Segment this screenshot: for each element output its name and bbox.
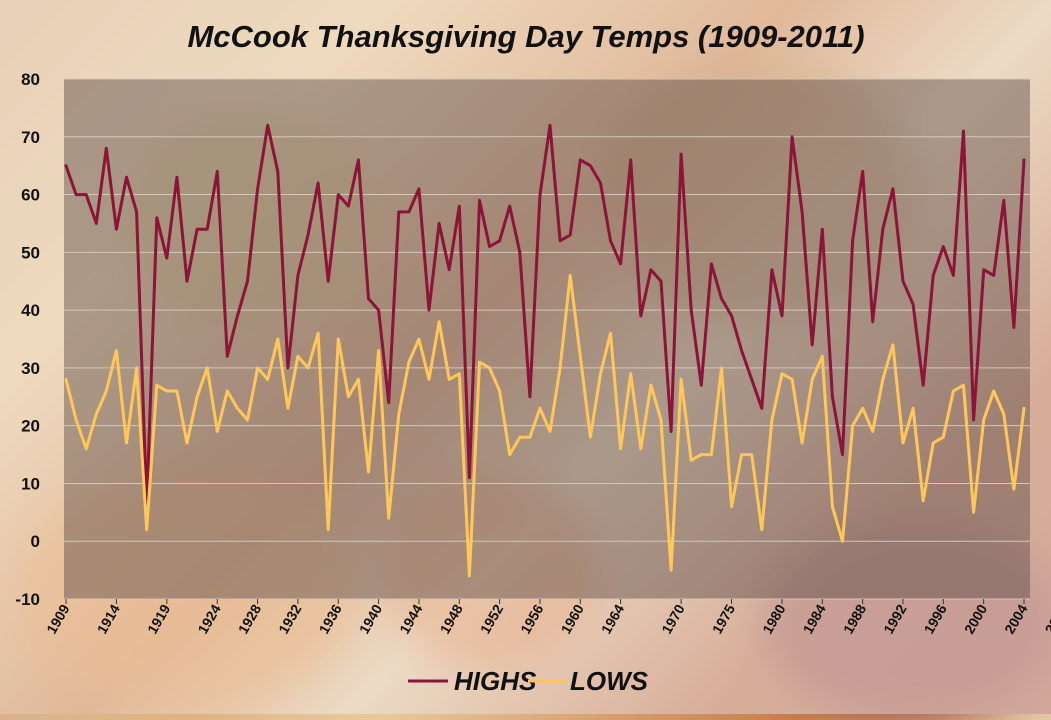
plot-area	[64, 79, 1030, 599]
x-tick-label: 1928	[235, 601, 265, 636]
legend: HIGHS LOWS	[408, 666, 649, 696]
x-tick-label: 1914	[94, 601, 124, 636]
x-tick-label: 1948	[436, 601, 466, 636]
y-tick-label: 30	[21, 359, 40, 378]
x-tick-label: 1909	[43, 601, 73, 636]
legend-highs-label: HIGHS	[454, 666, 537, 696]
x-tick-label: 1932	[275, 601, 305, 636]
x-tick-label: 1924	[194, 601, 224, 636]
x-axis-ticks: 1909 1914 1919 1924 1928 1932 1936 1940 1944 1948…	[43, 599, 1051, 636]
x-tick-label: 1975	[709, 601, 739, 636]
legend-lows-label: LOWS	[570, 666, 649, 696]
y-tick-label: 10	[21, 474, 40, 493]
x-tick-label: 1956	[517, 601, 547, 636]
x-tick-label: 1940	[356, 601, 386, 636]
chart-title: McCook Thanksgiving Day Temps (1909-2011…	[187, 19, 864, 54]
y-tick-label: 50	[21, 243, 40, 262]
x-tick-label: 1952	[477, 601, 507, 636]
y-tick-label: 60	[21, 186, 40, 205]
y-tick-label: 0	[31, 532, 40, 551]
x-tick-label: 1988	[840, 601, 870, 636]
series-line-lows	[64, 273, 1026, 578]
x-tick-label: 2000	[961, 601, 991, 636]
y-axis-ticks: 80 70 60 50 40 30 20 10 0 -10	[15, 70, 40, 609]
x-tick-label: 1996	[920, 601, 950, 636]
x-tick-label: 1984	[799, 601, 829, 636]
x-tick-label: 1936	[315, 601, 345, 636]
x-tick-label: 1992	[880, 601, 910, 636]
series-line-highs	[64, 123, 1026, 509]
y-tick-label: 40	[21, 301, 40, 320]
y-tick-label: 80	[21, 70, 40, 89]
y-tick-label: -10	[15, 590, 40, 609]
x-tick-label: 2004	[1001, 601, 1031, 636]
x-tick-label: 2008	[1042, 601, 1051, 636]
x-tick-label: 1960	[557, 601, 587, 636]
x-tick-label: 1944	[396, 601, 426, 636]
x-tick-label: 1970	[658, 601, 688, 636]
x-tick-label: 1964	[598, 601, 628, 636]
y-tick-label: 20	[21, 417, 40, 436]
x-tick-label: 1980	[759, 601, 789, 636]
series-lines	[64, 123, 1026, 578]
x-tick-label: 1919	[144, 601, 174, 636]
y-tick-label: 70	[21, 128, 40, 147]
